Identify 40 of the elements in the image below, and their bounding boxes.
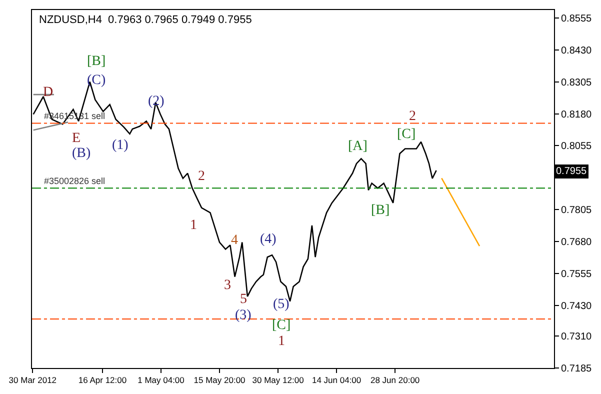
annotation: E <box>72 131 81 146</box>
annotation: [B] <box>371 203 390 218</box>
x-tick-label: 14 Jun 04:00 <box>312 375 362 386</box>
annotation: 2 <box>409 109 416 124</box>
y-tick-label: 0.8430 <box>561 45 592 56</box>
annotation: 1 <box>190 218 197 233</box>
y-tick-label: 0.7805 <box>561 205 592 216</box>
annotation: (B) <box>72 146 91 161</box>
annotation: [A] <box>348 139 368 154</box>
ref-line-label: #35002826 sell <box>44 176 106 186</box>
annotation: [B] <box>87 54 106 69</box>
y-tick-label: 0.8055 <box>561 141 592 152</box>
annotation: (5) <box>273 297 290 312</box>
annotation: 2 <box>198 169 205 184</box>
annotation: 3 <box>224 278 231 293</box>
x-tick-label: 30 May 12:00 <box>252 375 304 386</box>
x-tick-label: 30 Mar 2012 <box>8 375 57 386</box>
y-tick-label: 0.8555 <box>561 13 592 24</box>
annotation: 5 <box>240 292 247 307</box>
annotation: [C] <box>397 127 416 142</box>
annotation: (2) <box>148 94 165 109</box>
y-tick-label: 0.7185 <box>561 364 592 374</box>
x-tick-label: 28 Jun 20:00 <box>370 375 420 386</box>
text: 0.7955 <box>556 166 588 177</box>
y-tick-label: 0.8305 <box>561 77 592 88</box>
x-tick-label: 16 Apr 12:00 <box>78 375 127 386</box>
y-tick-label: 0.7680 <box>561 237 592 248</box>
x-tick-label: 15 May 20:00 <box>194 375 246 386</box>
annotation: 1 <box>278 334 285 349</box>
annotation: (C) <box>87 73 106 88</box>
annotation: [C] <box>272 318 291 333</box>
chart-title: NZDUSD,H4 0.7963 0.7965 0.7949 0.7955 <box>39 14 252 26</box>
y-tick-label: 0.8180 <box>561 109 592 120</box>
annotation: 4 <box>231 233 238 248</box>
y-tick-label: 0.7555 <box>561 268 592 280</box>
annotation: (1) <box>112 138 129 153</box>
annotation: (4) <box>260 232 277 247</box>
y-tick-label: 0.7430 <box>561 300 592 312</box>
x-tick-label: 1 May 04:00 <box>138 375 185 386</box>
y-tick-label: 0.7310 <box>561 332 592 343</box>
